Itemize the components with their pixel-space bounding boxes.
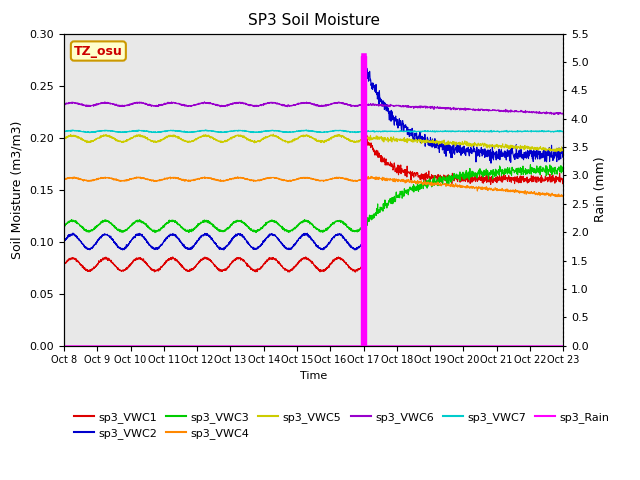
Line: sp3_VWC1: sp3_VWC1: [64, 129, 563, 272]
Line: sp3_VWC5: sp3_VWC5: [64, 134, 563, 152]
sp3_VWC7: [284, 129, 291, 135]
sp3_VWC1: [477, 175, 484, 180]
sp3_VWC7: [559, 129, 567, 135]
sp3_VWC3: [283, 227, 291, 233]
sp3_VWC1: [559, 178, 567, 184]
sp3_VWC6: [60, 101, 68, 107]
sp3_VWC4: [356, 177, 364, 183]
sp3_VWC7: [356, 129, 364, 135]
sp3_VWC2: [120, 246, 128, 252]
Line: sp3_VWC7: sp3_VWC7: [64, 130, 563, 133]
sp3_VWC2: [559, 151, 567, 157]
sp3_VWC6: [214, 103, 222, 109]
sp3_VWC2: [360, 57, 368, 62]
sp3_VWC1: [351, 269, 359, 275]
sp3_VWC5: [214, 138, 222, 144]
sp3_VWC1: [60, 261, 68, 267]
sp3_VWC4: [559, 194, 567, 200]
sp3_VWC7: [120, 130, 128, 135]
sp3_VWC1: [356, 266, 364, 272]
sp3_VWC2: [60, 239, 68, 244]
sp3_VWC3: [120, 228, 128, 234]
Line: sp3_VWC6: sp3_VWC6: [64, 102, 563, 115]
Text: TZ_osu: TZ_osu: [74, 45, 123, 58]
sp3_VWC1: [283, 267, 291, 273]
sp3_VWC6: [481, 107, 488, 113]
Y-axis label: Rain (mm): Rain (mm): [594, 157, 607, 222]
sp3_VWC6: [356, 102, 364, 108]
sp3_VWC2: [481, 146, 489, 152]
sp3_VWC6: [559, 110, 567, 116]
sp3_VWC6: [477, 106, 484, 112]
sp3_VWC7: [60, 129, 68, 134]
sp3_VWC6: [200, 99, 208, 105]
sp3_VWC4: [214, 177, 222, 183]
sp3_VWC5: [356, 138, 364, 144]
sp3_VWC3: [356, 227, 364, 232]
sp3_VWC3: [151, 230, 159, 236]
Line: sp3_VWC4: sp3_VWC4: [64, 176, 563, 197]
sp3_VWC7: [86, 130, 93, 136]
sp3_VWC1: [214, 267, 222, 273]
Line: sp3_VWC3: sp3_VWC3: [64, 165, 563, 233]
sp3_VWC3: [214, 227, 222, 232]
sp3_VWC3: [559, 167, 567, 173]
X-axis label: Time: Time: [300, 371, 327, 381]
sp3_VWC5: [120, 139, 128, 144]
sp3_VWC4: [477, 184, 484, 190]
sp3_VWC4: [360, 173, 367, 179]
sp3_VWC2: [283, 246, 291, 252]
sp3_VWC4: [481, 186, 488, 192]
sp3_VWC2: [356, 243, 364, 249]
sp3_VWC4: [283, 178, 291, 183]
Title: SP3 Soil Moisture: SP3 Soil Moisture: [248, 13, 380, 28]
sp3_VWC6: [283, 103, 291, 108]
sp3_VWC3: [527, 162, 534, 168]
sp3_VWC7: [214, 130, 222, 135]
sp3_VWC5: [556, 149, 564, 155]
Legend: sp3_VWC1, sp3_VWC2, sp3_VWC3, sp3_VWC4, sp3_VWC5, sp3_VWC6, sp3_VWC7, sp3_Rain: sp3_VWC1, sp3_VWC2, sp3_VWC3, sp3_VWC4, …: [70, 408, 614, 444]
sp3_VWC5: [283, 139, 291, 144]
sp3_VWC2: [477, 150, 484, 156]
sp3_VWC4: [120, 178, 128, 183]
sp3_VWC1: [120, 267, 128, 273]
Line: sp3_VWC2: sp3_VWC2: [64, 60, 563, 250]
sp3_VWC5: [477, 142, 484, 148]
Y-axis label: Soil Moisture (m3/m3): Soil Moisture (m3/m3): [11, 120, 24, 259]
sp3_VWC2: [214, 244, 222, 250]
sp3_VWC7: [477, 129, 484, 134]
sp3_VWC4: [60, 177, 68, 182]
sp3_VWC7: [202, 127, 210, 133]
sp3_VWC3: [477, 171, 484, 177]
sp3_VWC5: [481, 140, 488, 146]
sp3_VWC3: [481, 173, 488, 179]
sp3_VWC7: [481, 129, 489, 134]
sp3_VWC3: [60, 223, 68, 228]
sp3_VWC1: [481, 178, 489, 184]
sp3_VWC5: [269, 132, 277, 137]
sp3_VWC2: [119, 247, 127, 253]
sp3_VWC6: [120, 103, 128, 108]
sp3_VWC6: [550, 112, 557, 118]
sp3_VWC5: [60, 135, 68, 141]
sp3_VWC1: [360, 126, 367, 132]
sp3_VWC5: [559, 147, 567, 153]
